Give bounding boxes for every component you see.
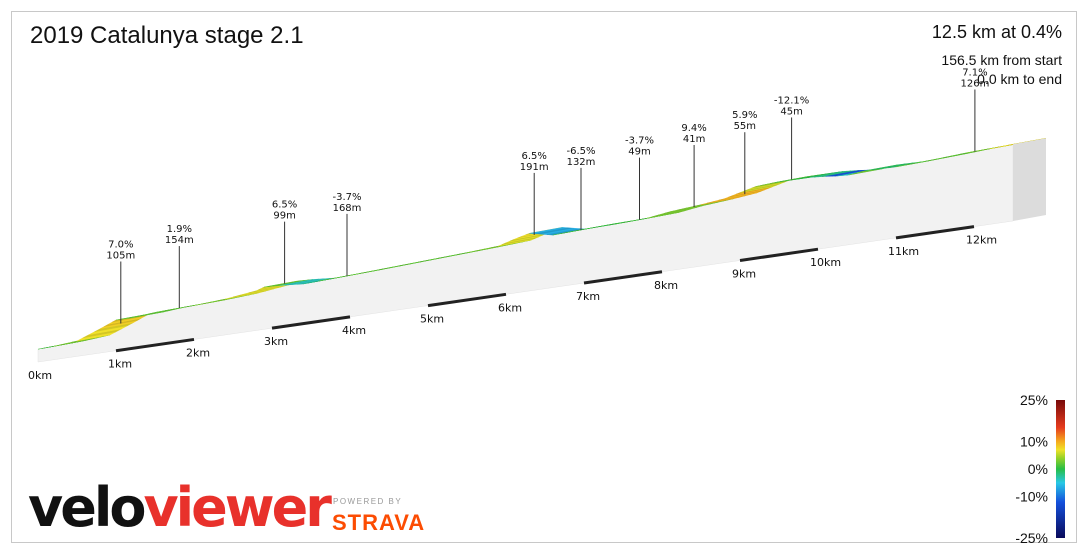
distance-ticks: 0km 1km 2km 3km 4km 5km 6km 7km 8km 9km 10km 11km 12… [28,225,997,382]
x-tick-label: 12km [966,234,997,247]
climb-length-label: 45m [780,106,802,117]
climb-labels: 7.0%105m1.9%154m6.5%99m-3.7%168m6.5%191m… [106,67,989,324]
climb-gradient-label: 6.5% [521,151,546,162]
x-tick-label: 8km [654,279,678,292]
strava-logo[interactable]: STRAVA [332,510,426,535]
x-tick-label: 11km [888,245,919,258]
x-tick-label: 3km [264,335,288,348]
climb-length-label: 55m [734,121,756,132]
climb-length-label: 168m [333,203,362,214]
x-tick-label: 0km [28,369,52,382]
km-bar [427,292,507,308]
x-tick-label: 7km [576,290,600,303]
x-tick-label: 4km [342,324,366,337]
veloviewer-logo[interactable]: veloviewer [28,476,332,539]
logo-viewer-text: viewer [143,476,331,539]
chart-title: 2019 Catalunya stage 2.1 [30,22,304,49]
x-tick-label: 5km [420,313,444,326]
climb-length-label: 105m [106,250,135,261]
climb-length-label: 41m [683,134,705,145]
climb-gradient-label: 5.9% [732,110,757,121]
logo-velo-text: velo [28,476,146,539]
x-tick-label: 2km [186,346,210,359]
climb-gradient-label: 1.9% [167,224,192,235]
climb-length-label: 49m [628,147,650,158]
segment-stats: 12.5 km at 0.4% 156.5 km from start 0.0 … [932,22,1062,89]
x-tick-label: 6km [498,301,522,314]
climb-gradient-label: -3.7% [332,192,361,203]
climb-gradient-label: -6.5% [566,146,595,157]
climb-length-label: 132m [567,157,596,168]
x-tick-label: 9km [732,267,756,280]
legend-label: -10% [1015,489,1048,505]
km-bar [271,315,351,330]
climb-length-label: 126m [960,78,989,89]
gradient-legend: 25% 10% 0% -10% -25% [1015,392,1065,546]
powered-by-label: POWERED BY [333,497,403,506]
from-start-stat: 156.5 km from start [941,52,1062,68]
climb-gradient-label: 7.0% [108,239,133,250]
profile-end-cap [1013,138,1046,221]
climb-gradient-label: -3.7% [625,136,654,147]
climb-length-label: 99m [273,211,295,222]
km-bar [895,225,975,240]
profile-surface [37,138,1047,363]
x-tick-label: 1km [108,358,132,371]
climb-length-label: 154m [165,235,194,246]
km-bar [583,270,663,285]
distance-gradient-stat: 12.5 km at 0.4% [931,22,1062,42]
climb-gradient-label: 9.4% [681,123,706,134]
climb-length-label: 191m [520,162,549,173]
legend-label: 0% [1028,461,1048,477]
legend-label: 25% [1020,392,1048,408]
profile-front-face [37,143,1014,363]
km-bar [115,337,195,353]
legend-label: -25% [1015,530,1048,546]
to-end-stat: 0.0 km to end [977,71,1062,87]
legend-color-bar [1056,400,1065,538]
climb-gradient-label: -12.1% [774,95,809,106]
climb-gradient-label: 7.1% [962,67,987,78]
climb-gradient-label: 6.5% [272,200,297,211]
km-bar [739,247,819,262]
legend-label: 10% [1020,433,1048,449]
x-tick-label: 10km [810,256,841,269]
